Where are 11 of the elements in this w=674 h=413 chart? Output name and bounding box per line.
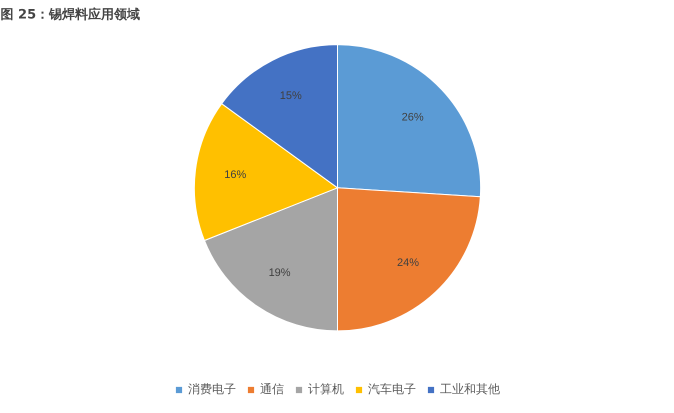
data-label: 26% bbox=[402, 111, 424, 124]
data-label: 19% bbox=[268, 267, 291, 280]
legend-label: 计算机 bbox=[308, 381, 344, 398]
legend-label: 工业和其他 bbox=[440, 381, 500, 398]
data-label: 24% bbox=[397, 256, 420, 269]
legend-label: 汽车电子 bbox=[368, 381, 416, 398]
data-label: 16% bbox=[224, 168, 246, 181]
legend-label: 消费电子 bbox=[188, 381, 236, 398]
legend-label: 通信 bbox=[260, 381, 284, 398]
data-label: 15% bbox=[280, 90, 302, 102]
text: 图 25：锡焊料应用领域 bbox=[0, 6, 140, 22]
